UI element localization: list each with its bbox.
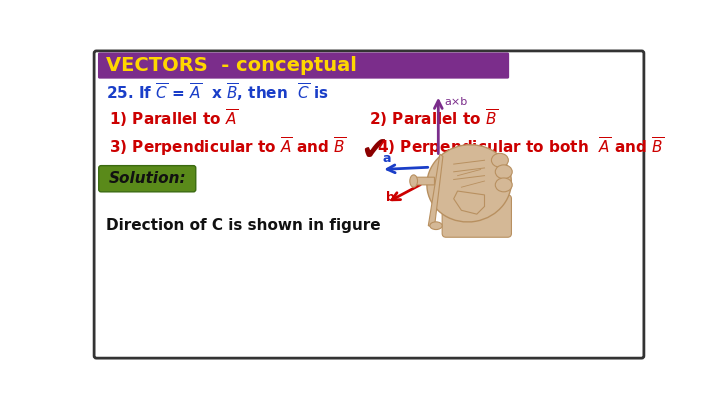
Text: Solution:: Solution:: [109, 171, 186, 186]
Ellipse shape: [410, 175, 418, 187]
Ellipse shape: [495, 178, 512, 192]
Text: ✔: ✔: [360, 134, 388, 167]
FancyBboxPatch shape: [99, 166, 196, 192]
Text: b: b: [386, 191, 395, 204]
Ellipse shape: [427, 145, 511, 222]
Polygon shape: [454, 191, 485, 214]
Ellipse shape: [430, 222, 442, 230]
Polygon shape: [428, 154, 443, 227]
FancyBboxPatch shape: [98, 53, 509, 79]
FancyBboxPatch shape: [442, 195, 511, 237]
Text: 25. If $\overline{C}$ = $\overline{A}$  x $\overline{B}$, then  $\overline{C}$ i: 25. If $\overline{C}$ = $\overline{A}$ x…: [106, 81, 329, 103]
Ellipse shape: [495, 165, 512, 179]
Text: a×b: a×b: [444, 97, 468, 107]
Text: 2) Parallel to $\overline{B}$: 2) Parallel to $\overline{B}$: [369, 107, 498, 129]
Text: Direction of C is shown in figure: Direction of C is shown in figure: [106, 218, 380, 233]
Text: VECTORS  - conceptual: VECTORS - conceptual: [106, 56, 356, 75]
Text: 3) Perpendicular to $\overline{A}$ and $\overline{B}$: 3) Perpendicular to $\overline{A}$ and $…: [109, 135, 346, 158]
FancyBboxPatch shape: [94, 51, 644, 358]
Text: a: a: [382, 152, 391, 165]
Text: 4) Perpendicular to both  $\overline{A}$ and $\overline{B}$: 4) Perpendicular to both $\overline{A}$ …: [377, 135, 664, 158]
Text: 1) Parallel to $\overline{A}$: 1) Parallel to $\overline{A}$: [109, 107, 238, 129]
Polygon shape: [414, 177, 434, 185]
Ellipse shape: [492, 153, 508, 167]
